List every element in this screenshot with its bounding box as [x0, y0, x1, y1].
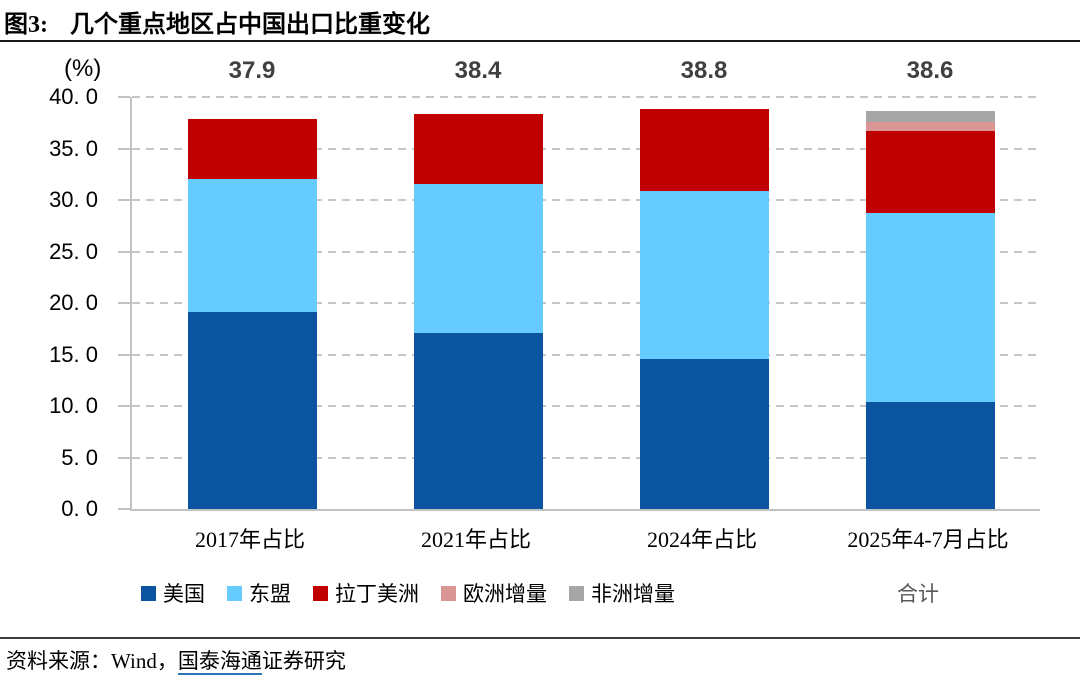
bar-segment [865, 121, 995, 131]
gridline [132, 456, 1040, 459]
gridline [132, 250, 1040, 253]
source-suffix: 证券研究 [261, 649, 346, 673]
legend-label: 欧洲增量 [463, 582, 547, 606]
figure-number: 图3: [4, 12, 48, 38]
y-axis-tick-label: 40. 0 [49, 84, 98, 109]
bar-2 [413, 97, 543, 509]
x-axis: 2017年占比 2021年占比 2024年占比 2025年4-7月占比 [130, 522, 1038, 556]
gridline [132, 96, 1040, 98]
legend-swatch [441, 585, 456, 601]
legend-swatch [141, 585, 156, 601]
x-axis-label: 2024年占比 [646, 527, 758, 552]
legend-label: 东盟 [249, 582, 291, 606]
total-label: 37.9 [228, 57, 276, 84]
y-axis-tick-label: 15. 0 [49, 341, 98, 367]
y-axis-tick-label: 10. 0 [49, 393, 98, 418]
bar-segment [187, 179, 317, 313]
y-axis-tick [118, 508, 130, 510]
bar-segment [413, 332, 543, 509]
figure-header: 图3: 几个重点地区占中国出口比重变化 [4, 4, 430, 39]
plot-area: 37.9 38.4 38.8 38.6 [130, 57, 1040, 511]
bar-segment [187, 118, 317, 180]
bar-1 [187, 97, 317, 509]
x-axis-label: 2017年占比 [194, 527, 306, 552]
bar-segment [413, 113, 543, 184]
legend-label: 美国 [163, 582, 205, 606]
y-axis-unit-label: (%) [64, 55, 102, 82]
bar-segment [187, 312, 317, 509]
figure-title: 几个重点地区占中国出口比重变化 [70, 12, 430, 38]
gridline [132, 302, 1040, 304]
bar-4 [865, 97, 995, 509]
total-label: 38.6 [906, 57, 954, 84]
y-axis-tick-label: 30. 0 [49, 187, 98, 212]
legend-item: 欧洲增量 [441, 578, 547, 608]
legend-swatch [227, 585, 242, 601]
bar-segment [865, 111, 995, 122]
total-label: 38.4 [454, 57, 502, 84]
y-axis-tick-label: 0. 0 [61, 496, 98, 521]
legend-swatch [313, 585, 328, 601]
y-axis-tick [118, 302, 130, 304]
y-axis-tick [118, 353, 130, 356]
y-axis-tick [118, 199, 130, 201]
y-axis-tick-label: 20. 0 [49, 290, 98, 315]
bar-segment [413, 183, 543, 333]
y-axis-tick [118, 250, 130, 253]
y-axis-tick [118, 147, 130, 150]
gridline [132, 147, 1040, 150]
legend-label: 拉丁美洲 [335, 582, 419, 606]
bar-segment [865, 131, 995, 214]
legend-total-label: 合计 [897, 582, 939, 606]
x-axis-label: 2025年4-7月占比 [847, 527, 1009, 552]
footer-divider [0, 637, 1080, 639]
bar-segment [639, 190, 769, 359]
y-axis-tick [118, 456, 130, 459]
bar-3 [639, 97, 769, 509]
source-provider: Wind， [111, 649, 178, 673]
title-divider [0, 40, 1080, 42]
y-axis: 40. 0 35. 0 30. 0 25. 0 20. 0 15. 0 10. 0 5. 0 0… [0, 84, 130, 521]
bar-segment [639, 109, 769, 191]
y-axis-tick-label: 25. 0 [49, 238, 98, 264]
source-institution-link[interactable]: 国泰海通 [177, 649, 262, 675]
legend-item: 东盟 [227, 578, 291, 608]
y-axis-tick [118, 405, 130, 407]
y-axis-tick [118, 96, 130, 98]
legend-item: 美国 [141, 578, 205, 608]
gridline [132, 405, 1040, 407]
legend-swatch [569, 585, 584, 601]
legend-item: 拉丁美洲 [313, 578, 419, 608]
gridline [132, 199, 1040, 201]
legend-label: 非洲增量 [591, 582, 675, 606]
y-axis-tick-label: 5. 0 [61, 444, 98, 470]
source-label: 资料来源： [6, 649, 111, 673]
bar-segment [639, 358, 769, 509]
legend: 美国 东盟 拉丁美洲 欧洲增量 非洲增量 合计 [0, 578, 1080, 608]
total-label: 38.8 [680, 57, 728, 84]
legend-item: 非洲增量 [569, 578, 675, 608]
x-axis-label: 2021年占比 [420, 527, 532, 552]
bar-segment [865, 401, 995, 509]
source-line: 资料来源：Wind，国泰海通证券研究 [6, 645, 346, 675]
bar-segment [865, 213, 995, 402]
gridline [132, 353, 1040, 356]
y-axis-tick-label: 35. 0 [49, 135, 98, 161]
